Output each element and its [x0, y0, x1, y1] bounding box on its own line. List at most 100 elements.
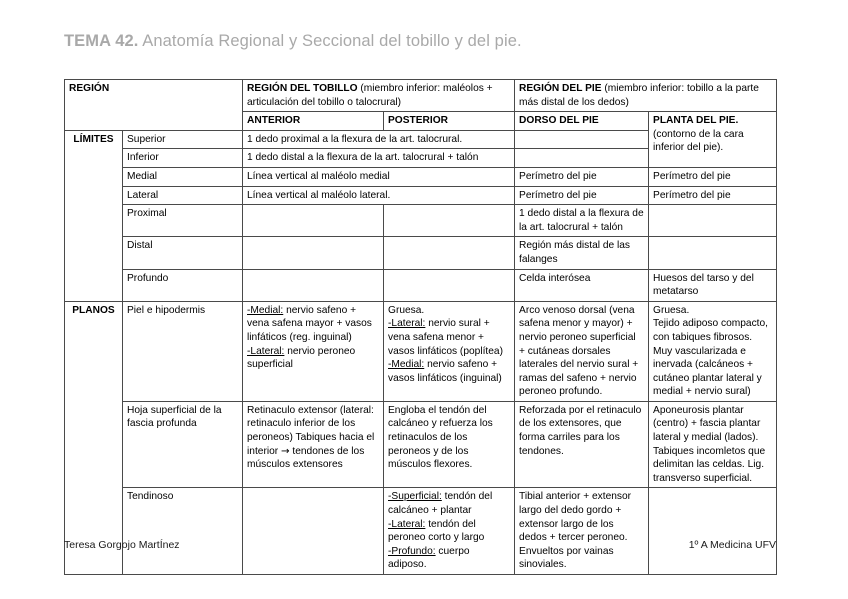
cell-proximal-dorso: 1 dedo distal a la flexura de la art. ta…	[514, 204, 650, 238]
row-label-tendinoso: Tendinoso	[121, 487, 244, 575]
section-planos-text: PLANOS	[72, 304, 115, 316]
row-label-hoja-superficial: Hoja superficial de la fascia profunda	[121, 400, 244, 489]
piel-anterior-medial-key: -Medial:	[247, 304, 284, 316]
table-row-profundo: Profundo Celda interósea Huesos del tars…	[65, 268, 778, 302]
tendinoso-superficial-val: tendón del calcáneo + plantar	[388, 491, 493, 517]
table-header-row-2: ANTERIOR POSTERIOR DORSO DEL PIE PLANTA …	[65, 111, 778, 168]
hoja-anterior-part1: Retinaculo extensor (lateral: retinaculo…	[247, 404, 375, 457]
piel-posterior-lateral-key: -Lateral:	[388, 318, 426, 330]
table-row-proximal: Proximal 1 dedo distal a la flexura de l…	[65, 204, 778, 238]
section-limites-text: LÍMITES	[73, 133, 114, 145]
cell-inferior-dorso	[514, 148, 650, 168]
page-title: TEMA 42. Anatomía Regional y Seccional d…	[64, 30, 522, 52]
header-pie-bold: REGIÓN DEL PIE	[519, 83, 602, 94]
right-arrow-icon: →	[281, 445, 290, 457]
piel-posterior-medial-key: -Medial:	[388, 359, 425, 371]
cell-superior-dorso	[514, 129, 650, 150]
cell-tendinoso-planta	[648, 487, 778, 575]
cell-tendinoso-anterior	[242, 487, 385, 575]
cell-hoja-dorso: Reforzada por el retinaculo de los exten…	[514, 400, 650, 489]
table-row-lateral: Lateral Línea vertical al maléolo latera…	[65, 185, 778, 206]
cell-medial-tobillo: Línea vertical al maléolo medial	[242, 166, 516, 187]
piel-posterior-lateral-val: nervio sural + vena safena menor + vasos…	[388, 318, 503, 357]
header-region-label: REGIÓN	[69, 83, 110, 94]
cell-distal-dorso: Región más distal de las falanges	[514, 236, 650, 270]
header-posterior-label: POSTERIOR	[388, 115, 449, 127]
piel-planta-detail: Tejido adiposo compacto, con tabiques fi…	[653, 318, 768, 398]
anatomy-table-wrapper: REGIÓN REGIÓN DEL TOBILLO (miembro infer…	[63, 78, 778, 576]
footer-course: 1º A Medicina UFV	[688, 539, 776, 551]
cell-tendinoso-posterior: -Superficial: tendón del calcáneo + plan…	[383, 487, 516, 575]
table-row-piel-hipodermis: PLANOS Piel e hipodermis -Medial: nervio…	[64, 300, 778, 576]
page-title-prefix: TEMA 42.	[64, 32, 139, 50]
page-footer: Teresa Gorgojo MartÍnez 1º A Medicina UF…	[64, 538, 776, 552]
header-cell-region: REGIÓN	[63, 79, 244, 131]
section-label-limites: LÍMITES	[64, 129, 123, 302]
anatomy-table: REGIÓN REGIÓN DEL TOBILLO (miembro infer…	[63, 78, 778, 576]
cell-piel-anterior: -Medial: nervio safeno + vena safena may…	[242, 300, 385, 402]
table-row-inferior: Inferior 1 dedo distal a la flexura de l…	[65, 148, 777, 168]
cell-profundo-anterior	[242, 268, 385, 302]
cell-piel-posterior: Gruesa. -Lateral: nervio sural + vena sa…	[383, 300, 516, 402]
cell-medial-planta: Perímetro del pie	[648, 166, 778, 187]
cell-piel-dorso: Arco venoso dorsal (vena safena menor y …	[514, 300, 650, 402]
cell-lateral-tobillo: Línea vertical al maléolo lateral.	[242, 185, 516, 206]
header-cell-anterior: ANTERIOR	[242, 111, 385, 131]
header-cell-region-tobillo: REGIÓN DEL TOBILLO (miembro inferior: ma…	[242, 78, 516, 113]
piel-posterior-medial-val: nervio safeno + vasos linfáticos (inguin…	[388, 359, 502, 384]
cell-hoja-anterior: Retinaculo extensor (lateral: retinaculo…	[242, 400, 385, 489]
section-label-planos: PLANOS	[64, 300, 123, 576]
table-row-distal: Distal Región más distal de las falanges	[65, 236, 778, 270]
row-label-superior: Superior	[121, 129, 244, 150]
cell-profundo-planta: Huesos del tarso y del metatarso	[648, 268, 778, 302]
header-cell-region-pie: REGIÓN DEL PIE (miembro inferior: tobill…	[514, 78, 778, 113]
row-label-lateral: Lateral	[121, 185, 244, 206]
piel-planta-intro: Gruesa.	[653, 304, 690, 316]
row-label-medial: Medial	[121, 166, 244, 187]
cell-distal-anterior	[242, 236, 385, 270]
cell-hoja-posterior: Engloba el tendón del calcáneo y refuerz…	[383, 400, 516, 489]
cell-hoja-planta: Aponeurosis plantar (centro) + fascia pl…	[648, 400, 778, 489]
cell-superior-tobillo: 1 dedo proximal a la flexura de la art. …	[242, 129, 516, 150]
cell-profundo-posterior	[383, 268, 516, 302]
header-tobillo-rest: (miembro inferior: maléolos + articulaci…	[247, 83, 493, 108]
cell-lateral-planta: Perímetro del pie	[648, 185, 778, 206]
table-row-hoja-superficial: Hoja superficial de la fascia profunda R…	[65, 400, 778, 489]
footer-author: Teresa Gorgojo MartÍnez	[64, 539, 180, 551]
tendinoso-profundo-key: -Profundo:	[388, 545, 436, 557]
cell-profundo-dorso: Celda interósea	[514, 268, 650, 302]
cell-piel-planta: Gruesa. Tejido adiposo compacto, con tab…	[648, 300, 778, 402]
cell-proximal-posterior	[383, 204, 516, 238]
header-planta-bold: PLANTA DEL PIE.	[653, 115, 739, 127]
row-label-proximal: Proximal	[121, 204, 244, 238]
tendinoso-lateral-val: tendón del peroneo corto y largo	[388, 518, 485, 544]
cell-distal-planta	[648, 236, 778, 270]
tendinoso-lateral-key: -Lateral:	[388, 518, 426, 530]
header-anterior-label: ANTERIOR	[247, 115, 301, 127]
cell-tendinoso-dorso: Tibial anterior + extensor largo del ded…	[514, 487, 650, 575]
cell-inferior-tobillo: 1 dedo distal a la flexura de la art. ta…	[242, 148, 516, 168]
piel-posterior-intro: Gruesa.	[388, 304, 425, 316]
table-row-tendinoso: Tendinoso -Superficial: tendón del calcá…	[65, 487, 778, 575]
header-dorso-label: DORSO DEL PIE	[519, 115, 599, 127]
row-label-inferior: Inferior	[121, 148, 244, 168]
header-planta-rest: (contorno de la cara inferior del pie).	[653, 128, 744, 154]
hoja-anterior-part2: tendones de los músculos extensores	[247, 445, 365, 471]
header-pie-rest: (miembro inferior: tobillo a la parte má…	[519, 83, 759, 108]
cell-lateral-dorso: Perímetro del pie	[514, 185, 650, 206]
row-label-profundo: Profundo	[121, 268, 244, 302]
header-cell-dorso: DORSO DEL PIE	[514, 111, 650, 131]
cell-distal-posterior	[383, 236, 516, 270]
tendinoso-profundo-val: cuerpo adiposo.	[388, 545, 470, 571]
row-label-distal: Distal	[121, 236, 244, 270]
page-title-rest: Anatomía Regional y Seccional del tobill…	[138, 32, 522, 50]
cell-proximal-anterior	[242, 204, 385, 238]
table-row-medial: Medial Línea vertical al maléolo medial …	[65, 166, 778, 187]
piel-anterior-lateral-key: -Lateral:	[247, 345, 285, 357]
header-cell-posterior: POSTERIOR	[383, 111, 516, 131]
tendinoso-superficial-key: -Superficial:	[388, 491, 442, 503]
row-label-piel-hipodermis: Piel e hipodermis	[121, 300, 244, 402]
piel-anterior-medial-val: nervio safeno + vena safena mayor + vaso…	[247, 304, 372, 343]
table-header-row-1: REGIÓN REGIÓN DEL TOBILLO (miembro infer…	[63, 78, 778, 131]
